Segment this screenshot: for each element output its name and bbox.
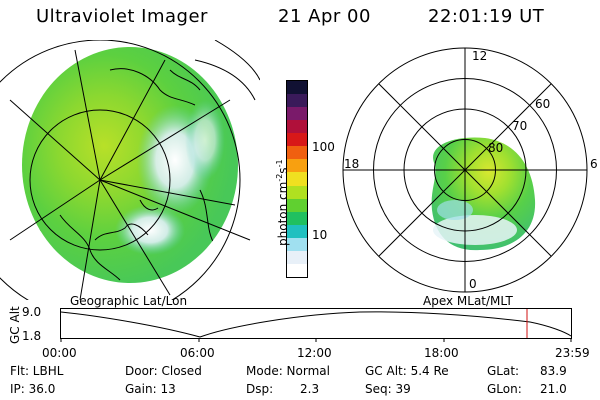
- geo-panel-label: Geographic Lat/Lon: [70, 294, 188, 308]
- info-gain: Gain: 13: [125, 382, 176, 396]
- info-glat-value: 83.9: [540, 364, 567, 378]
- colorbar-stripe: [287, 146, 307, 160]
- colorbar-stripe: [287, 81, 307, 95]
- alt-ylabel: GC Alt: [8, 306, 22, 344]
- alt-xtick-1200: 12:00: [297, 346, 332, 360]
- alt-curve: [60, 311, 572, 338]
- info-door: Door: Closed: [125, 364, 202, 378]
- info-glat-label: GLat:: [487, 364, 520, 378]
- colorbar-stripe: [287, 185, 307, 199]
- alt-ytick-9: 9.0: [22, 305, 42, 319]
- geographic-image: [0, 40, 260, 300]
- colorbar-stripe: [287, 250, 307, 264]
- alt-xtick-0000: 00:00: [42, 346, 77, 360]
- mlt-label-18: 18: [344, 157, 359, 171]
- colorbar-stripe: [287, 198, 307, 212]
- app-title: Ultraviolet Imager: [36, 6, 208, 27]
- colorbar-stripe: [287, 159, 307, 173]
- altitude-plot: [60, 308, 572, 342]
- colorbar-tick-10: 10: [312, 228, 328, 242]
- colorbar-stripe: [287, 224, 307, 238]
- colorbar-stripe: [287, 263, 307, 277]
- apex-polar-plot: 12 18 6 0 60 70 80: [342, 47, 598, 293]
- colorbar-tick-100: 100: [312, 140, 335, 154]
- colorbar-stripe: [287, 172, 307, 186]
- colorbar-stripe: [287, 107, 307, 121]
- info-gc-alt: GC Alt: 5.4 Re: [365, 364, 449, 378]
- colorbar-stripe: [287, 211, 307, 225]
- time-label: 22:01:19 UT: [428, 6, 545, 27]
- info-dsp-label: Dsp:: [246, 382, 274, 396]
- info-mode: Mode: Normal: [246, 364, 330, 378]
- mlt-label-12: 12: [472, 49, 487, 63]
- colorbar: [286, 80, 308, 278]
- info-seq: Seq: 39: [365, 382, 411, 396]
- geo-disk: [22, 47, 238, 283]
- colorbar-stripe: [287, 94, 307, 108]
- alt-ytick-1-8: 1.8: [22, 329, 42, 343]
- colorbar-stripe: [287, 237, 307, 251]
- info-glon-value: 21.0: [540, 382, 567, 396]
- date-label: 21 Apr 00: [278, 6, 371, 27]
- alt-xtick-0600: 06:00: [180, 346, 215, 360]
- info-dsp-value: 2.3: [300, 382, 320, 396]
- lat-label-80: 80: [488, 141, 503, 155]
- mlt-label-0: 0: [469, 277, 477, 291]
- lat-label-70: 70: [512, 119, 527, 133]
- info-flt: Flt: LBHL: [10, 364, 64, 378]
- info-ip: IP: 36.0: [10, 382, 56, 396]
- colorbar-stripe: [287, 120, 307, 134]
- colorbar-label: photon cm-2s-1: [275, 159, 290, 246]
- info-glon-label: GLon:: [487, 382, 522, 396]
- mlt-label-6: 6: [590, 157, 598, 171]
- alt-xtick-2359: 23:59: [555, 346, 590, 360]
- lat-label-60: 60: [535, 97, 550, 111]
- alt-xtick-1800: 18:00: [424, 346, 459, 360]
- apex-panel-label: Apex MLat/MLT: [423, 294, 513, 308]
- colorbar-stripe: [287, 133, 307, 147]
